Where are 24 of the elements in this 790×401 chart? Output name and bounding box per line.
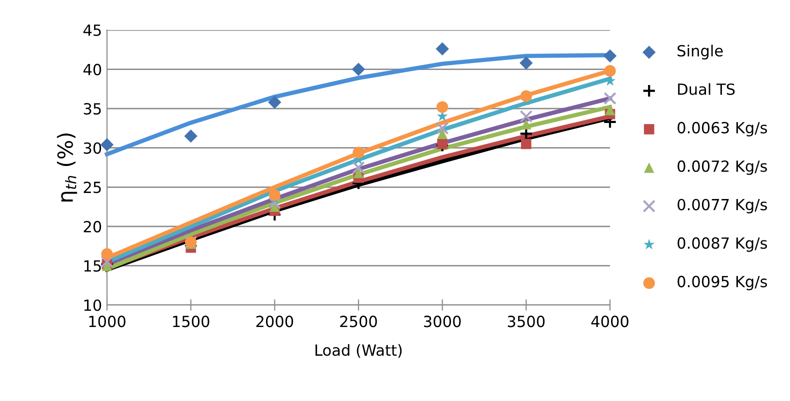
x-tick-label: 3500 bbox=[508, 316, 545, 328]
y-tick-label: 25 bbox=[84, 182, 101, 194]
legend-label: 0.0095 Kg/s bbox=[678, 276, 767, 290]
legend-label: 0.0087 Kg/s bbox=[678, 237, 767, 252]
legend-label: 0.0072 Kg/s bbox=[678, 160, 767, 175]
legend-label: Single bbox=[678, 44, 723, 60]
y-tick-label: 15 bbox=[84, 260, 101, 272]
legend-label: 0.0063 Kg/s bbox=[678, 122, 767, 136]
x-axis-title: Load (Watt) bbox=[316, 344, 402, 358]
x-tick-label: 3000 bbox=[424, 316, 461, 328]
y-tick-label: 10 bbox=[84, 299, 102, 312]
x-tick-label: 2500 bbox=[340, 316, 377, 328]
y-tick-label: 35 bbox=[84, 103, 101, 115]
legend-label: 0.0077 Kg/s bbox=[678, 198, 767, 214]
y-axis-title: η$_{th}$ (%) bbox=[56, 134, 78, 202]
x-tick-label: 4000 bbox=[591, 316, 628, 328]
y-tick-label: 20 bbox=[84, 220, 102, 232]
x-tick-label: 2000 bbox=[256, 316, 294, 328]
x-tick-label: 1000 bbox=[89, 316, 126, 328]
legend-label: Dual TS bbox=[678, 83, 735, 95]
y-tick-label: 45 bbox=[83, 24, 101, 36]
y-tick-label: 30 bbox=[84, 142, 102, 154]
x-tick-label: 1500 bbox=[173, 316, 210, 328]
y-tick-label: 40 bbox=[83, 64, 102, 76]
